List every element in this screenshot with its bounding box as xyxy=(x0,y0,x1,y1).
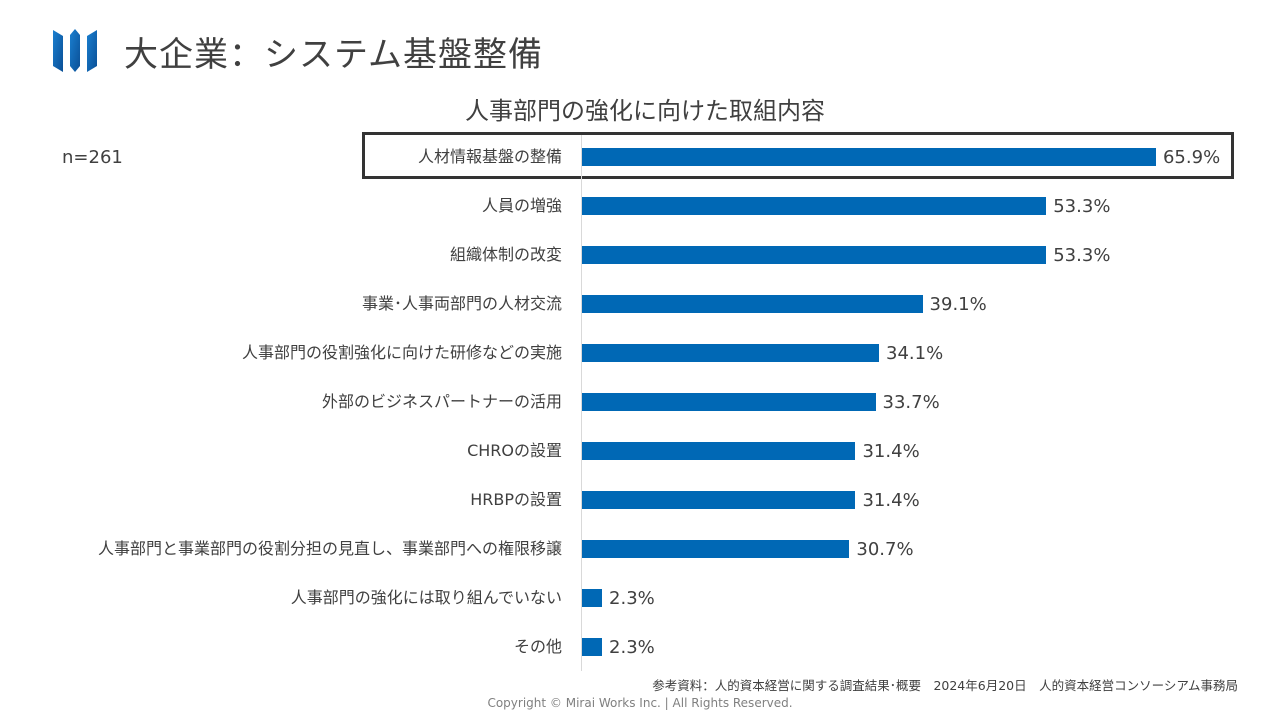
category-label: 組織体制の改変 xyxy=(449,245,562,264)
page-title: 大企業：システム基盤整備 xyxy=(124,35,543,75)
value-label: 65.9% xyxy=(1162,147,1221,168)
value-label: 31.4% xyxy=(862,490,920,511)
copyright: Copyright © Mirai Works Inc. | All Right… xyxy=(487,696,793,710)
bar xyxy=(582,295,923,313)
bar xyxy=(582,393,876,411)
category-label: 人材情報基盤の整備 xyxy=(417,147,562,166)
category-label: CHROの設置 xyxy=(467,441,562,460)
chart-title: 人事部門の強化に向けた取組内容 xyxy=(465,97,825,125)
bar xyxy=(582,344,879,362)
sample-size-label: n=261 xyxy=(62,147,123,168)
bar xyxy=(582,442,856,460)
category-label: 人事部門と事業部門の役割分担の見直し、事業部門への権限移譲 xyxy=(97,539,562,558)
source-note: 参考資料：人的資本経営に関する調査結果･概要 2024年6月20日 人的資本経営… xyxy=(652,678,1238,693)
bar xyxy=(582,491,856,509)
category-label: 事業･人事両部門の人材交流 xyxy=(361,294,562,313)
y-axis-line xyxy=(581,135,582,671)
highlight-box xyxy=(362,132,1234,179)
company-logo-icon xyxy=(52,28,100,72)
logo-pillar-right xyxy=(87,30,97,72)
value-label: 39.1% xyxy=(929,294,987,315)
value-label: 53.3% xyxy=(1053,196,1111,217)
value-label: 30.7% xyxy=(856,539,914,560)
value-label: 2.3% xyxy=(609,637,655,658)
bar xyxy=(582,589,603,607)
category-label: 人事部門の強化には取り組んでいない xyxy=(290,588,562,607)
logo-pillar-middle xyxy=(70,29,80,72)
bar xyxy=(582,246,1047,264)
category-label: その他 xyxy=(513,637,562,656)
bar xyxy=(582,638,603,656)
bar xyxy=(582,197,1047,215)
value-label: 53.3% xyxy=(1053,245,1111,266)
category-label: HRBPの設置 xyxy=(470,490,562,509)
value-label: 33.7% xyxy=(882,392,940,413)
value-label: 31.4% xyxy=(862,441,920,462)
bar xyxy=(582,540,850,558)
logo-pillar-left xyxy=(53,30,63,72)
bar xyxy=(582,148,1156,166)
category-label: 人員の増強 xyxy=(481,196,562,215)
value-label: 2.3% xyxy=(609,588,655,609)
category-label: 人事部門の役割強化に向けた研修などの実施 xyxy=(241,343,562,362)
category-label: 外部のビジネスパートナーの活用 xyxy=(321,392,562,411)
value-label: 34.1% xyxy=(886,343,944,364)
